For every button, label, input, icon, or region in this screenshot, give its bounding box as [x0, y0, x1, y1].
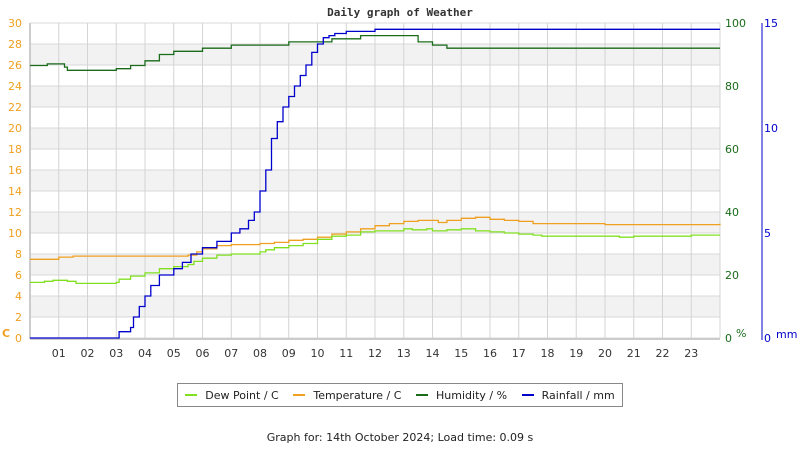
temperature-tick-label: 2 [15, 311, 22, 324]
legend-item-dew-point: Dew Point / C [185, 388, 279, 402]
chart-legend: Dew Point / C Temperature / C Humidity /… [177, 383, 623, 407]
temperature-tick-label: 30 [8, 17, 22, 30]
temperature-tick-label: 14 [8, 185, 22, 198]
rainfall-unit-label: mm [776, 328, 797, 341]
dew-point-swatch [185, 394, 198, 396]
hour-tick-label: 17 [512, 347, 526, 360]
humidity-axis-ticks: 0 20 40 60 80 100 [725, 17, 746, 345]
rainfall-axis-ticks: 0 5 10 15 [764, 17, 778, 345]
temperature-tick-label: 6 [15, 269, 22, 282]
hour-tick-label: 13 [397, 347, 411, 360]
legend-item-temperature: Temperature / C [293, 389, 401, 402]
hour-tick-label: 11 [339, 347, 353, 360]
rainfall-tick-label: 10 [764, 122, 778, 135]
hour-tick-label: 09 [282, 347, 296, 360]
hour-tick-label: 02 [81, 347, 95, 360]
rainfall-tick-label: 5 [764, 227, 771, 240]
legend-label: Dew Point / C [205, 388, 279, 402]
humidity-tick-label: 80 [725, 80, 739, 93]
rainfall-tick-label: 0 [764, 332, 771, 345]
hour-tick-label: 04 [138, 347, 152, 360]
humidity-tick-label: 20 [725, 269, 739, 282]
graph-footer: Graph for: 14th October 2024; Load time:… [266, 431, 534, 444]
dew-point-line [30, 228, 720, 285]
series-lines [30, 28, 721, 339]
legend-label: Rainfall / mm [541, 388, 615, 402]
temperature-tick-label: 8 [15, 248, 22, 261]
hour-tick-label: 14 [426, 347, 440, 360]
legend-item-rainfall: Rainfall / mm [521, 388, 615, 402]
temperature-tick-label: 20 [8, 122, 22, 135]
hour-tick-label: 21 [627, 347, 641, 360]
temperature-swatch [293, 394, 306, 396]
legend-label: Humidity / % [436, 388, 508, 402]
humidity-tick-label: 40 [725, 206, 739, 219]
hour-tick-label: 16 [483, 347, 497, 360]
hour-tick-label: 06 [196, 347, 210, 360]
humidity-tick-label: 60 [725, 143, 739, 156]
temperature-tick-label: 12 [8, 206, 22, 219]
temperature-tick-label: 4 [15, 290, 22, 303]
hour-tick-label: 08 [253, 347, 267, 360]
hour-tick-label: 22 [656, 347, 670, 360]
humidity-unit-label: % [736, 327, 746, 340]
hour-tick-label: 15 [454, 347, 468, 360]
temperature-unit-label: C [2, 327, 10, 340]
rainfall-line [30, 28, 720, 339]
hour-tick-label: 10 [311, 347, 325, 360]
temperature-tick-label: 26 [8, 59, 22, 72]
temperature-tick-label: 28 [8, 38, 22, 51]
temperature-tick-label: 18 [8, 143, 22, 156]
hour-axis-ticks: 01 02 03 04 05 06 07 08 09 10 11 12 13 14 15 16 17 18 19 20… [52, 347, 699, 360]
hour-tick-label: 07 [224, 347, 238, 360]
plot-grid [29, 22, 721, 340]
rainfall-swatch [521, 394, 534, 396]
chart-title: Daily graph of Weather [327, 6, 473, 19]
temperature-tick-label: 16 [8, 164, 22, 177]
temperature-tick-label: 10 [8, 227, 22, 240]
humidity-line [30, 34, 720, 71]
hour-tick-label: 05 [167, 347, 181, 360]
legend-label: Temperature / C [313, 388, 402, 402]
hour-tick-label: 01 [52, 347, 66, 360]
temperature-tick-label: 24 [8, 80, 22, 93]
legend-item-humidity: Humidity / % [416, 389, 507, 402]
hour-tick-label: 12 [368, 347, 382, 360]
hour-tick-label: 18 [541, 347, 555, 360]
hour-tick-label: 03 [109, 347, 123, 360]
rainfall-tick-label: 15 [764, 17, 778, 30]
humidity-swatch [416, 394, 429, 396]
humidity-tick-label: 100 [725, 17, 746, 30]
temperature-tick-label: 22 [8, 101, 22, 114]
hour-tick-label: 23 [684, 347, 698, 360]
hour-tick-label: 20 [598, 347, 612, 360]
temperature-tick-label: 0 [15, 332, 22, 345]
hour-tick-label: 19 [569, 347, 583, 360]
humidity-tick-label: 0 [725, 332, 732, 345]
